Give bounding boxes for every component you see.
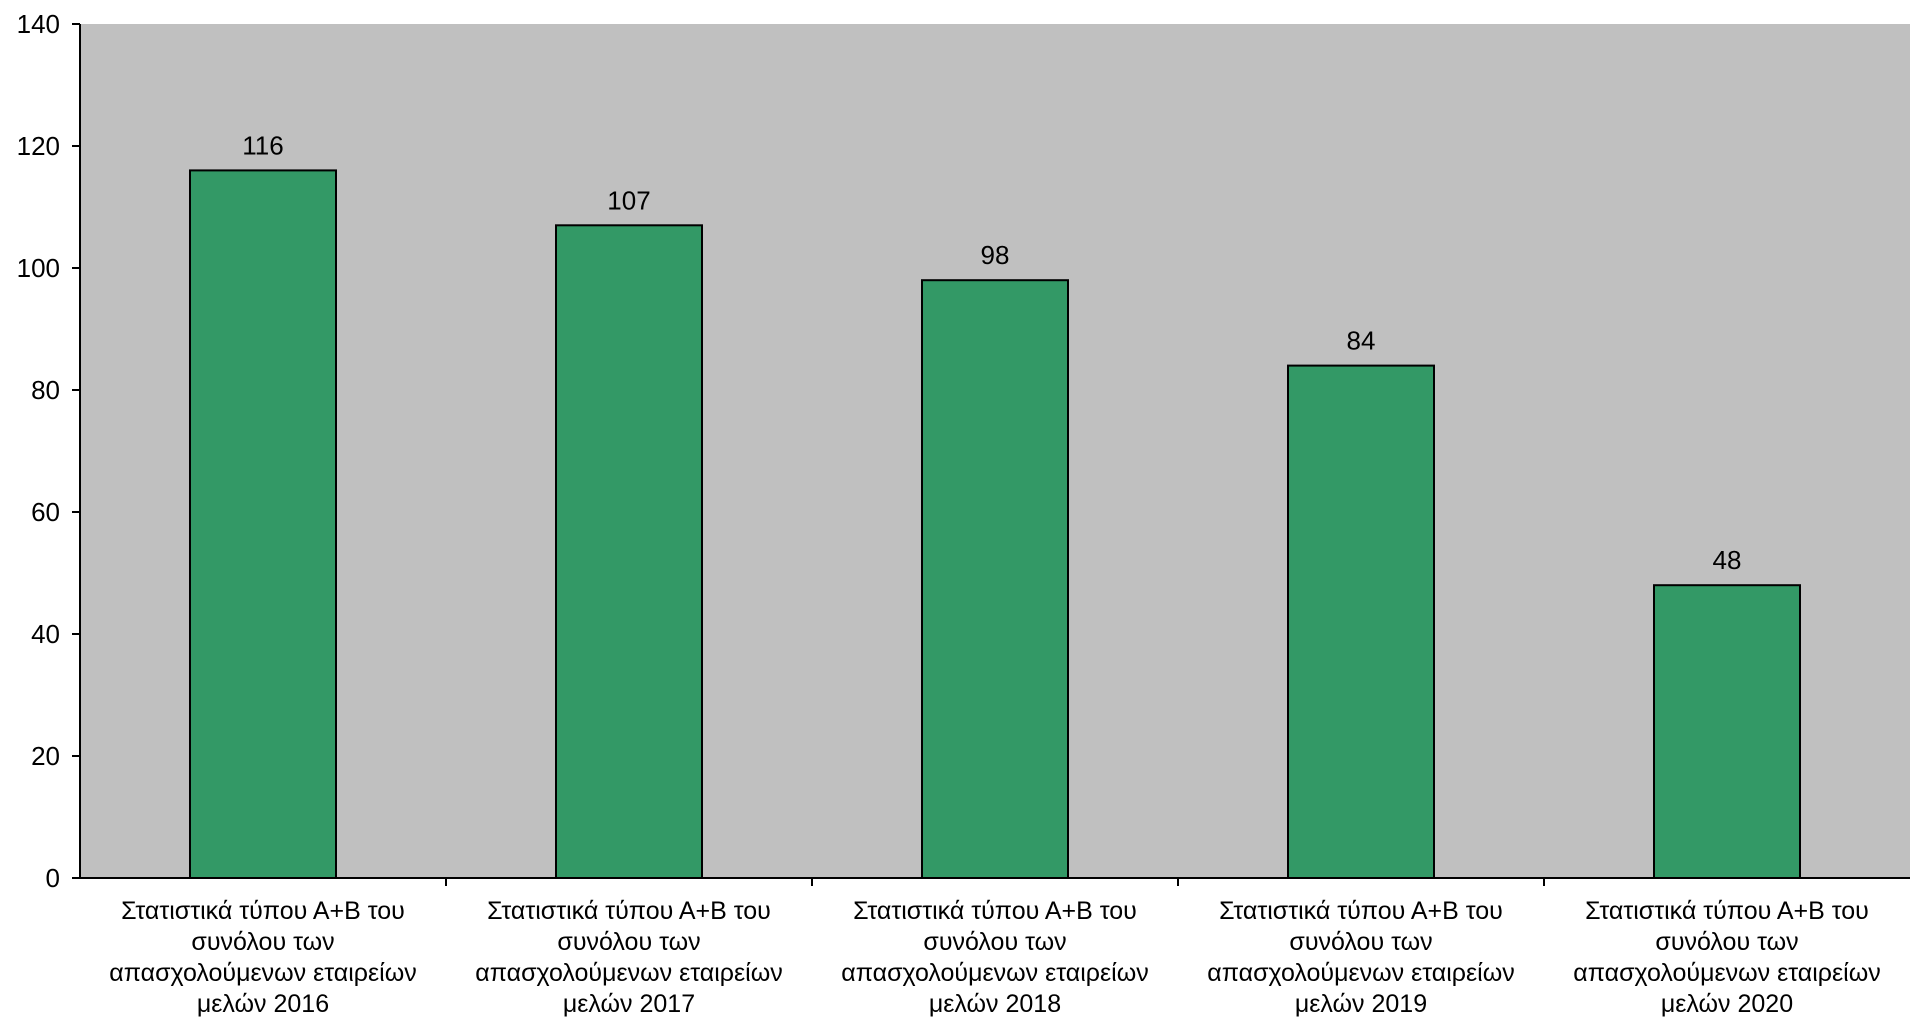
bar (555, 224, 703, 880)
category-label-line: Στατιστικά τύπου Α+Β του (121, 897, 405, 925)
category-label-line: απασχολούμενων εταιρείων (841, 959, 1148, 987)
bar (1287, 364, 1435, 880)
category-label-line: μελών 2018 (929, 990, 1061, 1018)
category-label-line: Στατιστικά τύπου Α+Β του (1219, 897, 1503, 925)
category-label-line: Στατιστικά τύπου Α+Β του (487, 897, 771, 925)
category-label: Στατιστικά τύπου Α+Β του συνόλου των απασχ… (1573, 897, 1880, 1018)
data-labels: 116 107 98 84 48 (242, 130, 1741, 575)
y-tick-label: 20 (31, 741, 60, 771)
category-label-line: απασχολούμενων εταιρείων (1207, 959, 1514, 987)
y-tick-label: 60 (31, 497, 60, 527)
bar (921, 279, 1069, 879)
category-label-line: συνόλου των (1289, 928, 1432, 956)
category-label-line: συνόλου των (557, 928, 700, 956)
category-label-line: συνόλου των (1655, 928, 1798, 956)
x-axis-ticks (445, 878, 1545, 886)
category-label: Στατιστικά τύπου Α+Β του συνόλου των απασχ… (841, 897, 1148, 1018)
category-label-line: μελών 2020 (1661, 990, 1793, 1018)
category-label-line: Στατιστικά τύπου Α+Β του (1585, 897, 1869, 925)
category-label-line: μελών 2017 (563, 990, 695, 1018)
category-label-line: απασχολούμενων εταιρείων (1573, 959, 1880, 987)
bar-value-label: 107 (607, 185, 650, 215)
y-tick-label: 120 (17, 131, 60, 161)
category-label-line: απασχολούμενων εταιρείων (109, 959, 416, 987)
category-label-line: μελών 2016 (197, 990, 329, 1018)
category-label-line: συνόλου των (191, 928, 334, 956)
category-label-line: απασχολούμενων εταιρείων (475, 959, 782, 987)
y-tick-label: 40 (31, 619, 60, 649)
y-tick-label: 80 (31, 375, 60, 405)
category-label-line: συνόλου των (923, 928, 1066, 956)
category-label-line: Στατιστικά τύπου Α+Β του (853, 897, 1137, 925)
bars (189, 169, 1801, 880)
bar-value-label: 48 (1713, 545, 1742, 575)
category-labels: Στατιστικά τύπου Α+Β του συνόλου των απασχ… (109, 897, 1880, 1018)
bar-value-label: 98 (981, 240, 1010, 270)
category-label: Στατιστικά τύπου Α+Β του συνόλου των απασχ… (1207, 897, 1514, 1018)
bar-value-label: 84 (1347, 326, 1376, 356)
y-tick-label: 100 (17, 253, 60, 283)
bar (189, 169, 337, 879)
y-tick-label: 140 (17, 9, 60, 39)
y-tick-label: 0 (46, 863, 60, 893)
y-axis-ticks: 0 20 40 60 80 100 120 140 (17, 9, 80, 893)
bar (1653, 584, 1801, 879)
category-label: Στατιστικά τύπου Α+Β του συνόλου των απασχ… (109, 897, 416, 1018)
category-label: Στατιστικά τύπου Α+Β του συνόλου των απασχ… (475, 897, 782, 1018)
category-label-line: μελών 2019 (1295, 990, 1427, 1018)
bar-value-label: 116 (242, 130, 283, 160)
